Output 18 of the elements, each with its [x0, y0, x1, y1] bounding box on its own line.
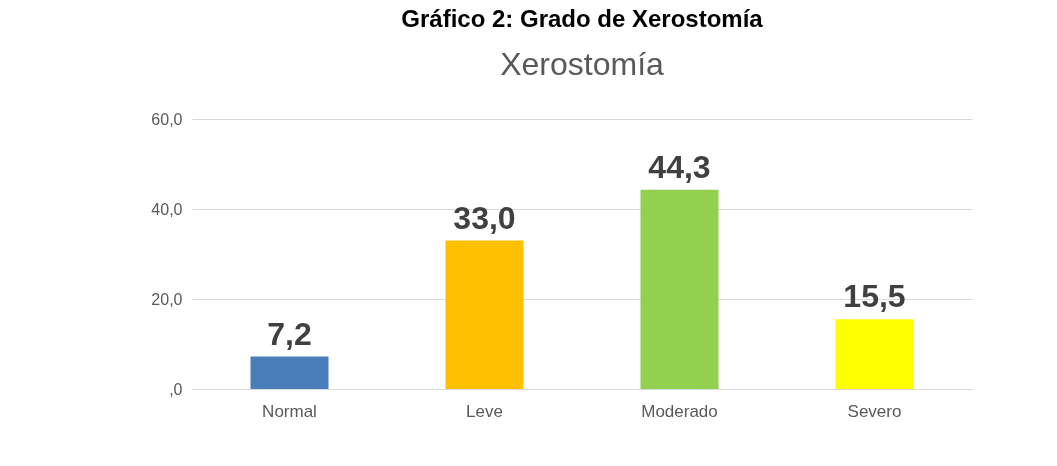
- chart-title: Gráfico 2: Grado de Xerostomía: [401, 5, 764, 32]
- bar: [445, 240, 524, 389]
- y-tick-label: 60,0: [151, 110, 183, 128]
- bar: [640, 189, 719, 389]
- bar: [250, 356, 329, 389]
- data-label: 7,2: [267, 315, 312, 352]
- y-tick-label: ,0: [169, 380, 183, 398]
- data-label: 33,0: [453, 199, 516, 236]
- x-tick-label: Moderado: [641, 401, 718, 421]
- x-tick-label: Normal: [262, 401, 317, 421]
- bar: [835, 319, 914, 389]
- data-label: 15,5: [843, 278, 906, 315]
- x-tick-label: Leve: [466, 401, 503, 421]
- y-tick-label: 20,0: [151, 290, 183, 308]
- x-tick-label: Severo: [847, 401, 902, 421]
- y-tick-label: 40,0: [151, 200, 183, 218]
- chart-subtitle: Xerostomía: [500, 46, 665, 82]
- data-label: 44,3: [648, 148, 711, 185]
